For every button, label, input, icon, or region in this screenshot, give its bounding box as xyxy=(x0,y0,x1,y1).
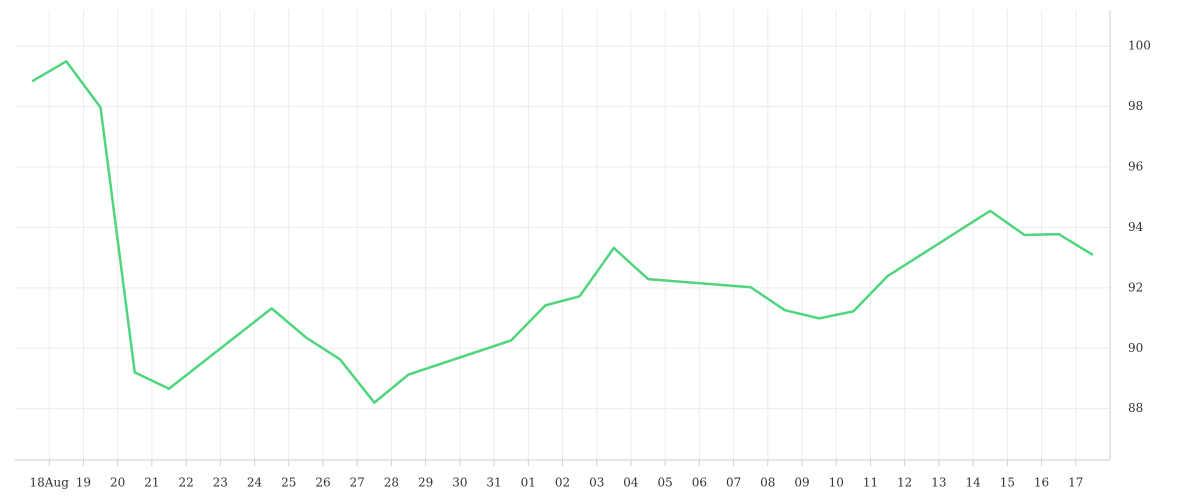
x-tick-label: 14 xyxy=(965,476,981,490)
x-tick-label: 13 xyxy=(931,476,946,490)
x-tick-label: 31 xyxy=(486,476,501,490)
y-tick-label: 94 xyxy=(1128,220,1144,234)
x-tick-label: 19 xyxy=(76,476,91,490)
y-tick-label: 98 xyxy=(1128,99,1143,113)
x-tick-label: 23 xyxy=(213,476,228,490)
x-tick-label: 09 xyxy=(794,476,809,490)
x-tick-label: 11 xyxy=(863,476,878,490)
x-tick-label: 10 xyxy=(829,476,844,490)
y-tick-label: 88 xyxy=(1128,401,1143,415)
x-tick-label: 27 xyxy=(350,476,365,490)
x-tick-label: 24 xyxy=(247,476,263,490)
x-tick-label: 26 xyxy=(315,476,330,490)
y-tick-label: 90 xyxy=(1128,341,1143,355)
x-tick-label: 05 xyxy=(658,476,673,490)
y-tick-label: 92 xyxy=(1128,280,1143,294)
x-tick-label: 18Aug xyxy=(30,476,70,490)
x-tick-label: 20 xyxy=(110,476,125,490)
y-tick-label: 96 xyxy=(1128,160,1143,174)
x-tick-label: 25 xyxy=(281,476,296,490)
x-tick-label: 06 xyxy=(692,476,707,490)
x-tick-label: 16 xyxy=(1034,476,1049,490)
x-tick-label: 22 xyxy=(178,476,193,490)
x-tick-label: 12 xyxy=(897,476,912,490)
x-tick-label: 17 xyxy=(1068,476,1083,490)
x-tick-label: 28 xyxy=(384,476,399,490)
x-tick-label: 30 xyxy=(452,476,467,490)
x-tick-label: 03 xyxy=(589,476,604,490)
x-tick-label: 07 xyxy=(726,476,741,490)
x-tick-label: 04 xyxy=(623,476,639,490)
x-tick-label: 21 xyxy=(144,476,159,490)
x-tick-label: 29 xyxy=(418,476,433,490)
x-tick-label: 08 xyxy=(760,476,775,490)
y-tick-label: 100 xyxy=(1128,39,1151,53)
line-series xyxy=(31,60,1094,404)
x-tick-label: 01 xyxy=(521,476,536,490)
x-tick-label: 02 xyxy=(555,476,570,490)
x-tick-label: 15 xyxy=(1000,476,1015,490)
